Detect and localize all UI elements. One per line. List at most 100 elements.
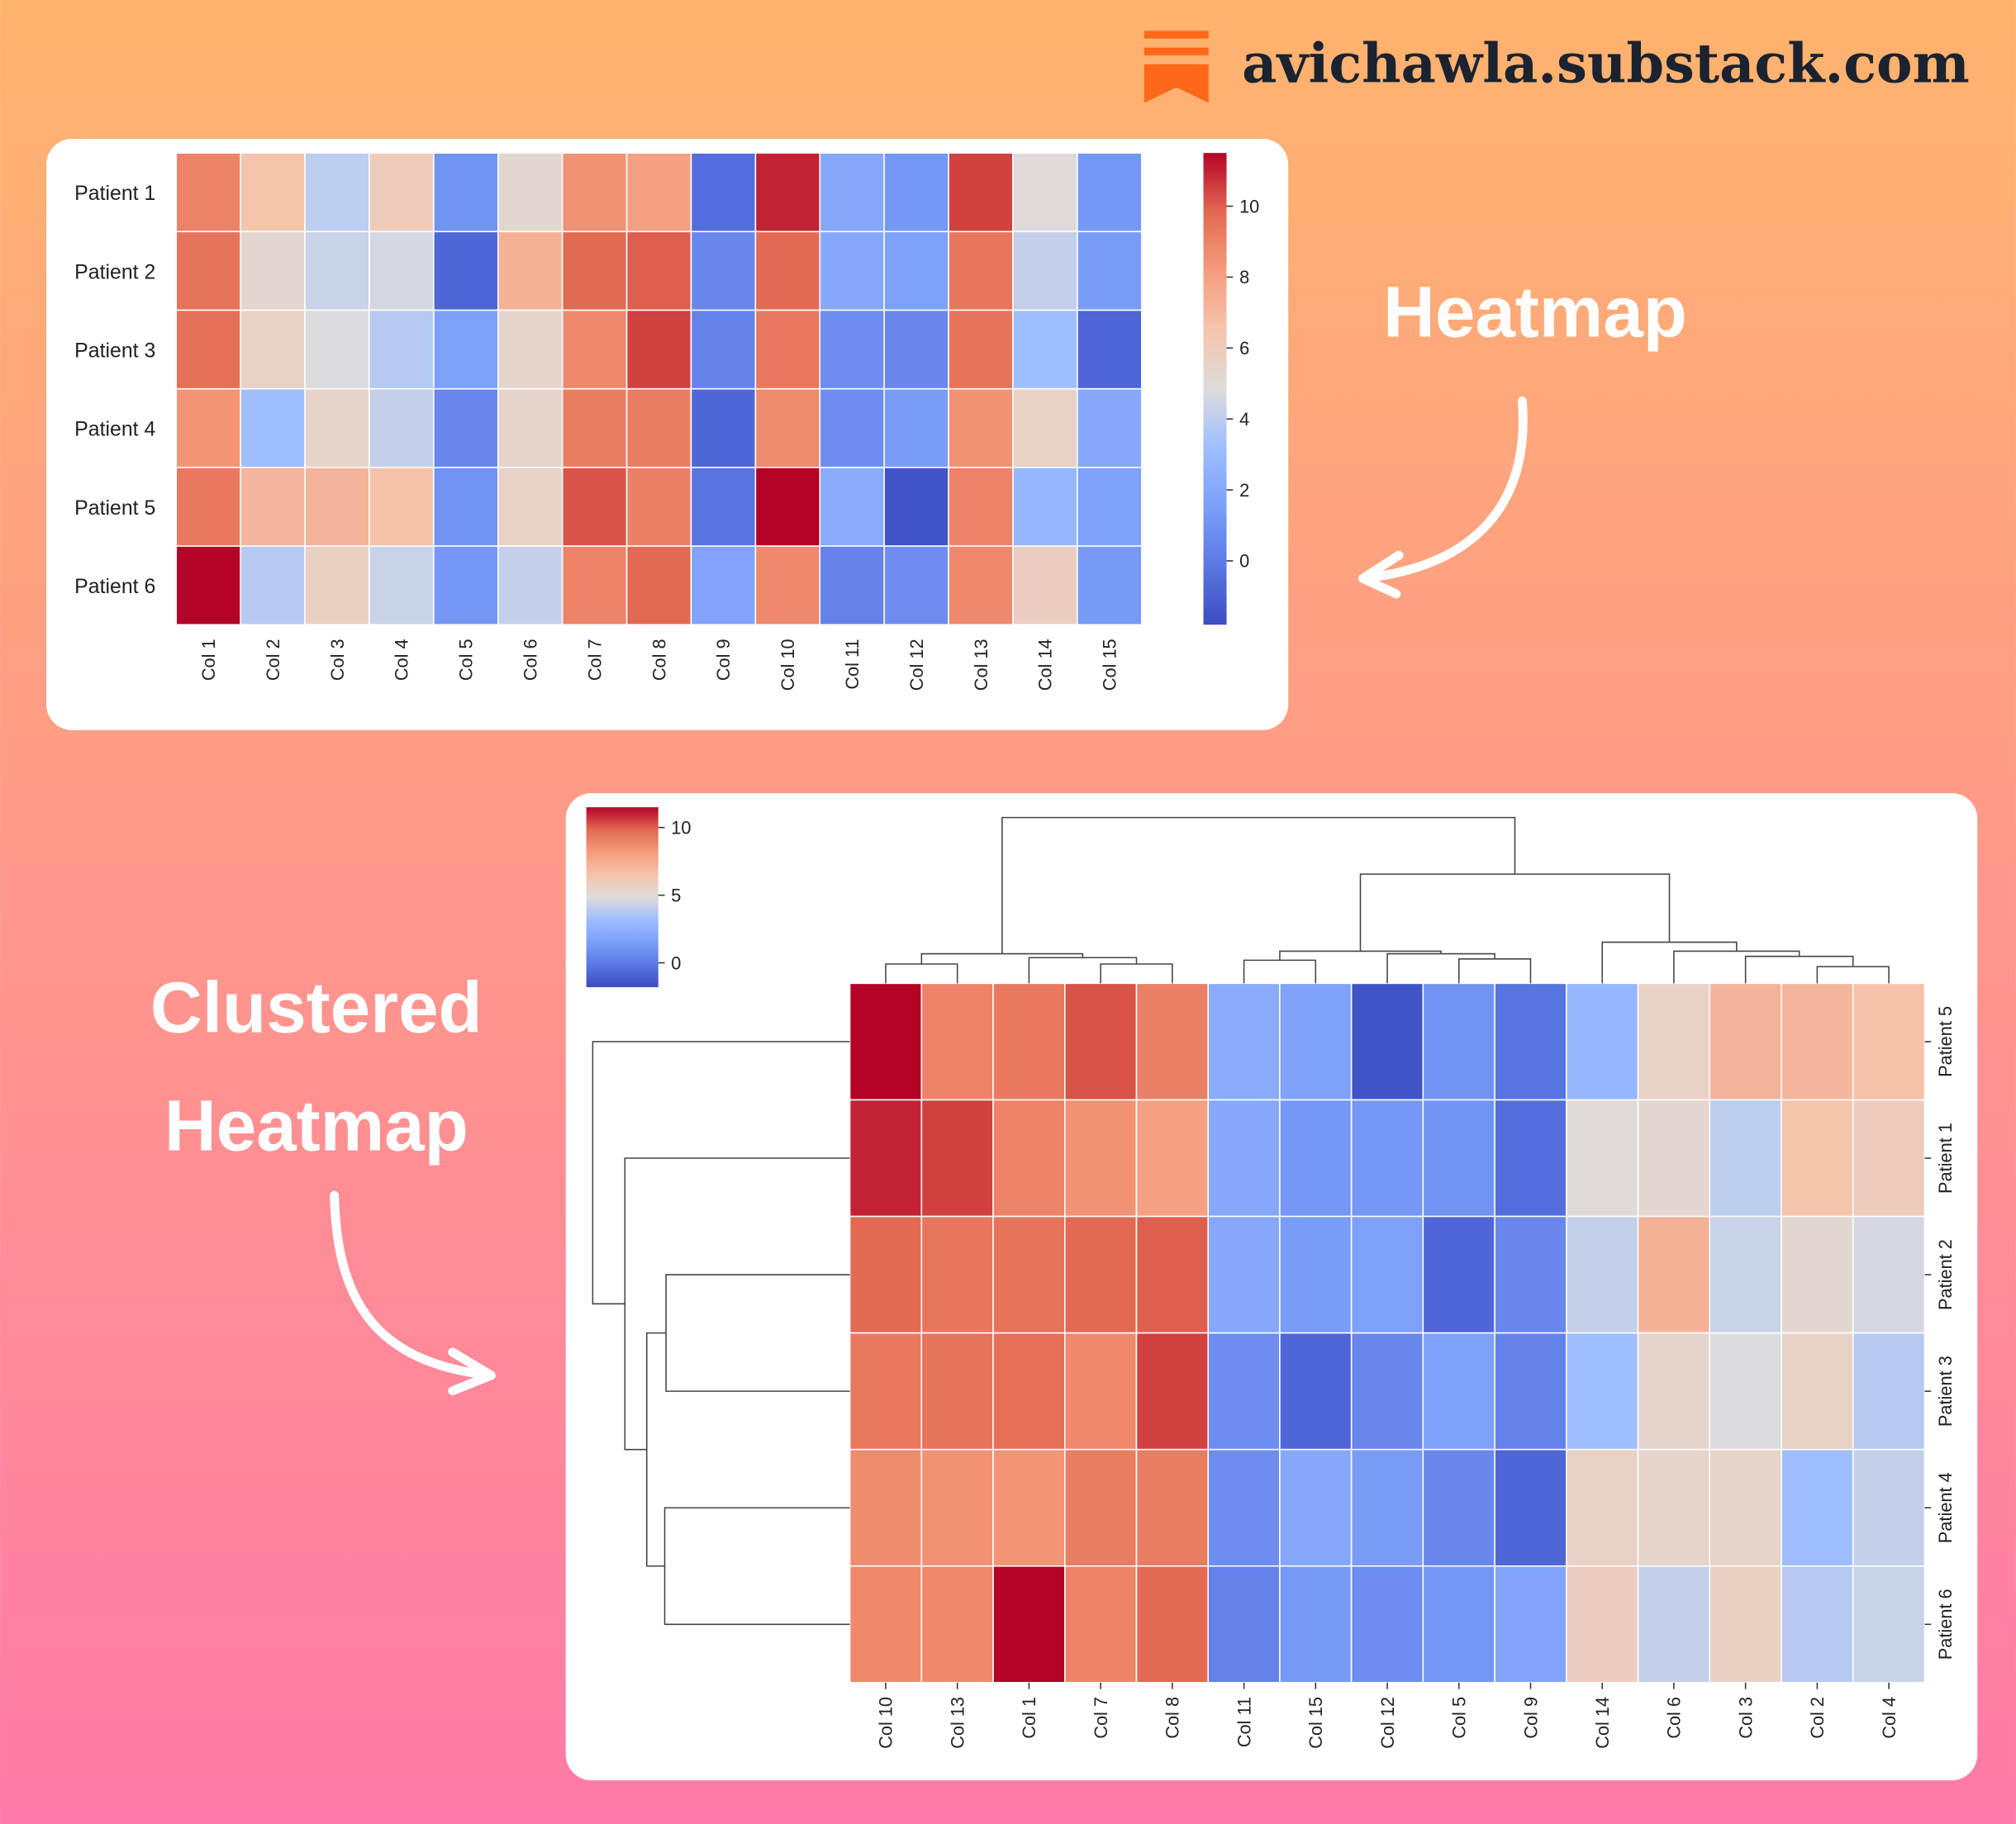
heatmap-cell <box>304 309 370 390</box>
heatmap-cell <box>690 309 757 390</box>
heatmap-cell <box>948 152 1014 233</box>
brand-logo: avichawla.substack.com <box>1144 31 1970 103</box>
clustermap-cell <box>1781 1565 1854 1684</box>
row-label: Patient 4 <box>1935 1472 1956 1543</box>
clustered-heatmap: Patient 5 Patient 1 Patient 2 Patient 3 Pati… <box>586 807 1956 1749</box>
clustermap-cell <box>1207 1448 1281 1567</box>
column-label: Col 15 <box>1100 639 1120 691</box>
clustermap-cell <box>849 1332 923 1451</box>
heatmap-cell <box>819 387 885 468</box>
clustermap-cell <box>1135 1332 1209 1451</box>
clustermap-cell <box>1135 1215 1209 1334</box>
heatmap-cell <box>1077 545 1143 626</box>
heatmap-cell <box>690 467 757 547</box>
heatmap-cell <box>948 230 1014 311</box>
row-label: Patient 6 <box>74 575 155 598</box>
clustermap-cell <box>1494 1215 1567 1334</box>
row-label: Patient 3 <box>1935 1356 1956 1427</box>
column-label: Col 6 <box>1664 1697 1685 1739</box>
substack-bookmark-icon <box>1144 31 1209 103</box>
heatmap-cell <box>625 387 692 468</box>
clustermap-cell <box>992 982 1066 1101</box>
heatmap-cell <box>1012 467 1078 547</box>
heatmap-cell <box>175 545 241 626</box>
clustermap-cell <box>1781 1332 1854 1451</box>
dendrogram-link <box>1601 941 1738 984</box>
clustermap-cell <box>1566 982 1639 1101</box>
brand-text: avichawla.substack.com <box>1242 33 1970 96</box>
clustermap-cell <box>1637 982 1711 1101</box>
column-label: Col 4 <box>1879 1697 1900 1739</box>
heatmap-cell <box>368 545 435 626</box>
heatmap-cell <box>1012 545 1078 626</box>
heatmap-cell <box>948 545 1014 626</box>
heatmap-cell <box>304 230 370 311</box>
clustermap-cell <box>920 1565 994 1684</box>
clustermap-cell <box>1852 982 1926 1101</box>
clustered-label-line2: Heatmap <box>164 1086 468 1166</box>
heatmap-cell <box>240 387 306 468</box>
clustermap-cell <box>849 982 923 1101</box>
heatmap-cell <box>433 387 499 468</box>
clustermap-cell <box>849 1099 923 1218</box>
heatmap-cell <box>819 152 885 233</box>
heatmap-cell <box>1077 387 1143 468</box>
clustermap-cell <box>849 1448 923 1567</box>
heatmap-cell <box>497 230 563 311</box>
colorbar-tick-label: 4 <box>1239 409 1249 430</box>
column-label: Col 5 <box>456 639 477 681</box>
clustermap-cell <box>1781 1099 1854 1218</box>
heatmap-cell <box>433 230 499 311</box>
heatmap-cell <box>625 467 692 547</box>
row-label: Patient 2 <box>1935 1239 1956 1310</box>
clustermap-cell <box>992 1565 1066 1684</box>
row-label: Patient 1 <box>74 182 155 205</box>
heatmap-cell <box>497 545 563 626</box>
clustermap-cell <box>1852 1099 1926 1218</box>
clustermap-cell <box>1494 1099 1567 1218</box>
clustermap-cell <box>1494 1565 1567 1684</box>
heatmap-cell <box>240 309 306 390</box>
heatmap-cell <box>754 152 821 233</box>
clustermap-cell <box>920 1099 994 1218</box>
column-label: Col 13 <box>971 639 991 691</box>
colorbar <box>1203 153 1227 625</box>
row-label: Patient 2 <box>74 260 155 283</box>
heatmap-cell <box>883 152 949 233</box>
heatmap-cell <box>497 309 563 390</box>
heatmap-cell <box>690 230 757 311</box>
clustermap-cell <box>1709 1099 1782 1218</box>
clustermap-cell <box>1207 982 1281 1101</box>
column-label: Col 13 <box>947 1697 968 1749</box>
clustermap-cell <box>1279 1215 1353 1334</box>
clustermap-cell <box>1279 1565 1353 1684</box>
heatmap-cell <box>625 309 692 390</box>
clustermap-cell <box>1852 1332 1926 1451</box>
clustermap-cell <box>1279 1332 1353 1451</box>
heatmap-cell <box>819 230 885 311</box>
heatmap-cell <box>1012 387 1078 468</box>
clustermap-cell <box>1279 1099 1353 1218</box>
heatmap-cell <box>433 545 499 626</box>
heatmap-cell <box>883 467 949 547</box>
column-label: Col 6 <box>521 639 541 681</box>
heatmap-cell <box>883 230 949 311</box>
clustermap-cell <box>1063 1099 1138 1218</box>
clustermap-cell <box>1566 1332 1639 1451</box>
heatmap-cell <box>625 230 692 311</box>
clustermap-cell <box>1637 1448 1711 1567</box>
clustermap-cell <box>1350 982 1424 1101</box>
heatmap-cell <box>304 545 370 626</box>
row-label: Patient 5 <box>1935 1006 1956 1077</box>
heatmap-cell <box>754 467 821 547</box>
column-label: Col 12 <box>906 639 927 691</box>
row-label: Patient 1 <box>1935 1123 1956 1194</box>
clustermap-cell <box>1279 1448 1353 1567</box>
heatmap-cell <box>690 152 757 233</box>
colorbar-tick-label: 0 <box>1239 551 1249 572</box>
clustermap-cell <box>1494 1448 1567 1567</box>
clustermap-cell <box>1422 1332 1495 1451</box>
clustermap-cell <box>920 982 994 1101</box>
clustermap-cell <box>1350 1332 1424 1451</box>
heatmap-cell <box>625 152 692 233</box>
